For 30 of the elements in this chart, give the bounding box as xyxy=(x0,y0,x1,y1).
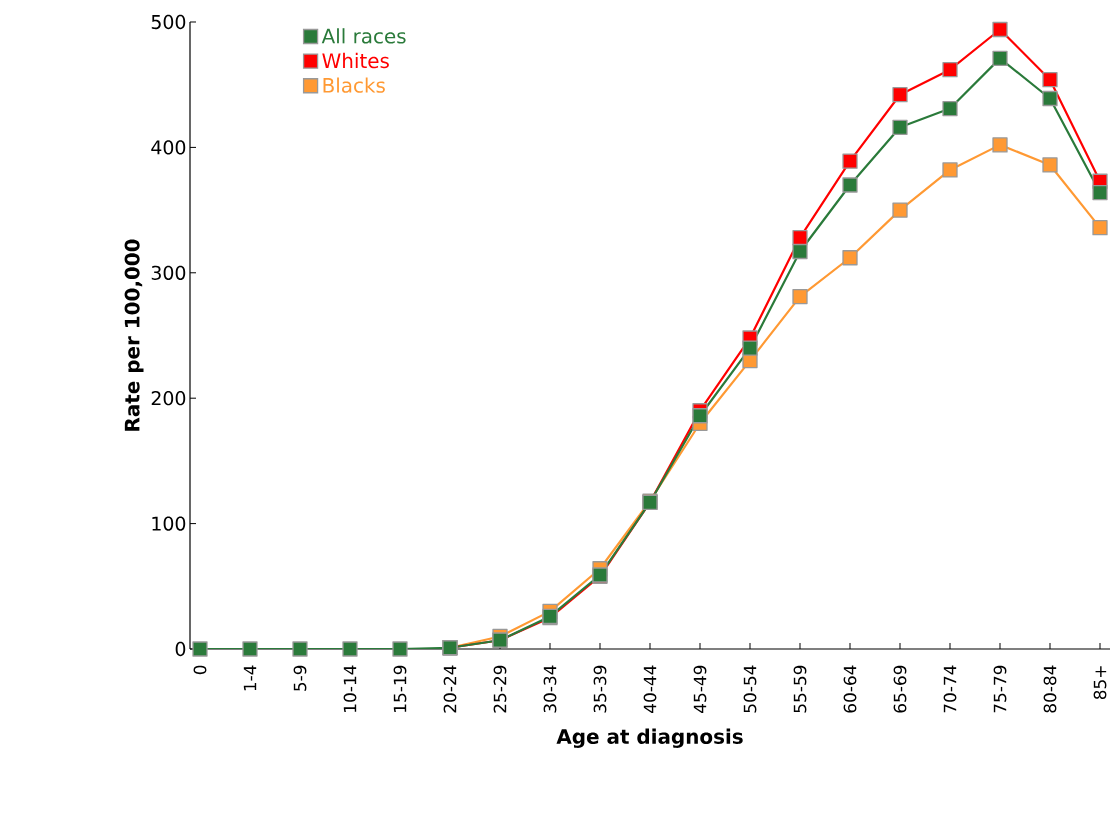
x-tick-label: 70-74 xyxy=(943,665,957,713)
x-axis-title: Age at diagnosis xyxy=(556,728,743,749)
y-axis-title: Rate per 100,000 xyxy=(124,239,144,431)
x-tick-label: 30-34 xyxy=(543,665,557,713)
x-tick-label: 75-79 xyxy=(993,665,1007,713)
y-tick-label: 0 xyxy=(175,641,186,657)
legend-label: Blacks xyxy=(323,77,385,93)
x-tick-label: 45-49 xyxy=(693,665,707,713)
x-tick-label: 55-59 xyxy=(793,665,807,713)
x-tick-label: 1-4 xyxy=(243,665,257,691)
legend-label: Whites xyxy=(322,52,389,69)
x-tick-label: 10-14 xyxy=(343,665,357,712)
y-tick-label: 300 xyxy=(151,265,186,280)
y-tick-label: 200 xyxy=(151,391,186,406)
x-tick-label: 20-24 xyxy=(443,665,457,713)
x-tick-label: 50-54 xyxy=(743,665,757,713)
x-tick-label: 65-69 xyxy=(893,665,907,713)
x-tick-label: 80-84 xyxy=(1043,665,1057,713)
x-tick-label: 15-19 xyxy=(393,665,407,712)
x-tick-label: 5-9 xyxy=(293,665,307,691)
x-tick-label: 40-44 xyxy=(643,665,657,713)
legend-label: All races xyxy=(321,28,406,44)
y-tick-label: 500 xyxy=(151,14,186,30)
x-tick-label: 60-64 xyxy=(843,665,857,713)
x-tick-label: 0 xyxy=(193,665,207,675)
x-tick-label: 25-29 xyxy=(493,665,507,713)
y-tick-label: 100 xyxy=(152,516,186,531)
x-tick-label: 35-39 xyxy=(593,665,607,713)
y-tick-label: 400 xyxy=(151,140,186,155)
x-tick-label: 85+ xyxy=(1093,666,1107,700)
